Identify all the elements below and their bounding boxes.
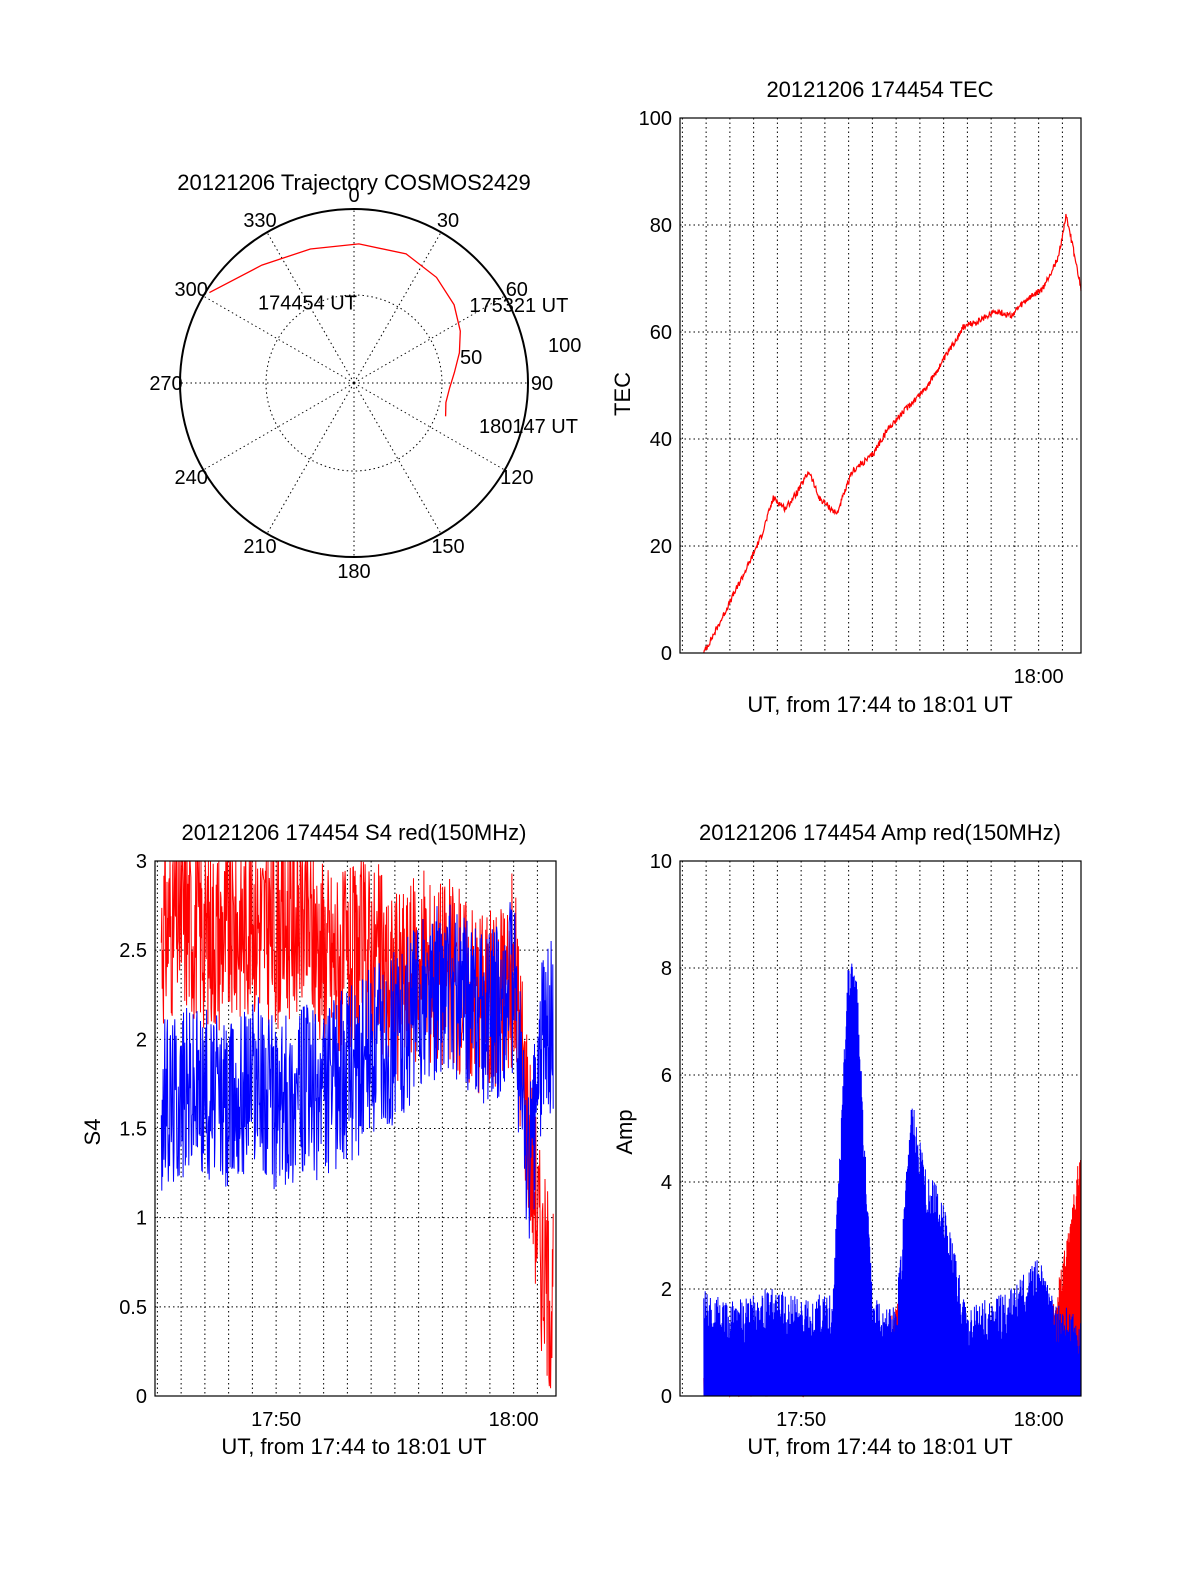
tec-y-tick-label: 100 xyxy=(639,108,672,130)
polar-inner-circle xyxy=(265,294,443,472)
s4-panel: 20121206 174454 S4 red(150MHz) 0 0.5 1 1.5 2… xyxy=(80,820,557,1459)
tec-xlabel: UT, from 17:44 to 18:01 UT xyxy=(747,692,1012,717)
amp-y-tick-label: 2 xyxy=(661,1279,672,1301)
s4-y-tick-label: 1.5 xyxy=(119,1119,147,1141)
s4-x-tick-label: 18:00 xyxy=(489,1409,539,1431)
polar-azimuth-label: 240 xyxy=(174,467,207,489)
polar-azimuth-labels: 0 30 60 90 120 150 180 210 240 270 300 330 xyxy=(149,185,553,583)
polar-panel: 20121206 Trajectory COSMOS2429 0 30 60 90 12… xyxy=(149,170,581,583)
tec-y-tick-label: 60 xyxy=(650,322,672,344)
polar-spokes xyxy=(180,209,528,557)
amp-frame xyxy=(679,860,1082,1397)
polar-azimuth-label: 300 xyxy=(174,279,207,301)
amp-y-tick-label: 10 xyxy=(650,851,672,873)
polar-azimuth-label: 180 xyxy=(337,561,370,583)
polar-azimuth-label: 270 xyxy=(149,373,182,395)
s4-title: 20121206 174454 S4 red(150MHz) xyxy=(182,820,527,845)
amp-y-tick-label: 8 xyxy=(661,958,672,980)
amp-panel: 20121206 174454 Amp red(150MHz) 0246810 … xyxy=(612,820,1082,1459)
tec-title: 20121206 174454 TEC xyxy=(766,77,993,102)
polar-annotation-end: 180147 UT xyxy=(479,416,578,438)
s4-series xyxy=(160,860,554,1389)
amp-x-tick-label: 17:50 xyxy=(776,1409,826,1431)
amp-xlabel: UT, from 17:44 to 18:01 UT xyxy=(747,1434,1012,1459)
s4-y-tick-labels: 0 0.5 1 1.5 2 2.5 3 xyxy=(119,851,147,1408)
tec-grid xyxy=(680,117,1081,654)
amp-series xyxy=(703,963,1082,1398)
polar-azimuth-label: 60 xyxy=(506,279,528,301)
polar-azimuth-label: 0 xyxy=(348,185,359,207)
s4-series-line xyxy=(160,902,554,1239)
polar-trajectory-line xyxy=(209,243,461,417)
tec-y-tick-label: 20 xyxy=(650,536,672,558)
s4-y-tick-label: 0 xyxy=(136,1386,147,1408)
polar-azimuth-label: 150 xyxy=(431,536,464,558)
s4-series-line xyxy=(160,860,554,1389)
amp-ylabel: Amp xyxy=(612,1109,637,1154)
tec-series-line xyxy=(703,213,1082,654)
amp-y-tick-label: 0 xyxy=(661,1386,672,1408)
s4-x-tick-labels: 17:50 18:00 xyxy=(251,1409,539,1431)
tec-x-tick-label: 18:00 xyxy=(1014,666,1064,688)
s4-frame xyxy=(154,860,557,1397)
s4-x-tick-label: 17:50 xyxy=(251,1409,301,1431)
tec-series xyxy=(703,213,1082,654)
polar-ring-label-50: 50 xyxy=(460,347,482,369)
tec-y-tick-labels: 0 20 40 60 80 100 xyxy=(639,108,672,665)
amp-y-tick-label: 6 xyxy=(661,1065,672,1087)
polar-azimuth-label: 120 xyxy=(500,467,533,489)
polar-spoke xyxy=(353,295,505,384)
polar-azimuth-label: 30 xyxy=(437,210,459,232)
polar-title: 20121206 Trajectory COSMOS2429 xyxy=(177,170,530,195)
polar-annotation-start: 174454 UT xyxy=(258,293,357,315)
amp-y-tick-label: 4 xyxy=(661,1172,672,1194)
tec-y-tick-label: 0 xyxy=(661,643,672,665)
tec-frame xyxy=(679,117,1082,654)
s4-y-tick-label: 1 xyxy=(136,1208,147,1230)
polar-spoke xyxy=(203,382,355,471)
polar-spoke xyxy=(353,382,505,471)
tec-ylabel: TEC xyxy=(610,372,635,416)
polar-azimuth-label: 330 xyxy=(243,210,276,232)
s4-y-tick-label: 3 xyxy=(136,851,147,873)
tec-panel: 20121206 174454 TEC 0 20 40 60 80 100 18:00 U… xyxy=(610,77,1082,717)
s4-y-tick-label: 2.5 xyxy=(119,940,147,962)
amp-series-line xyxy=(703,963,1082,1397)
s4-ylabel: S4 xyxy=(80,1119,105,1146)
amp-title: 20121206 174454 Amp red(150MHz) xyxy=(699,820,1061,845)
polar-spoke xyxy=(203,295,355,384)
amp-x-tick-label: 18:00 xyxy=(1014,1409,1064,1431)
polar-outer-circle xyxy=(179,208,529,558)
s4-y-tick-label: 0.5 xyxy=(119,1297,147,1319)
tec-x-tick-labels: 18:00 xyxy=(1014,666,1064,688)
polar-spoke xyxy=(266,382,355,534)
polar-azimuth-label: 90 xyxy=(531,373,553,395)
polar-azimuth-label: 210 xyxy=(243,536,276,558)
tec-y-tick-label: 80 xyxy=(650,215,672,237)
amp-y-tick-labels: 0 2 4 6 8 10 xyxy=(650,851,672,1408)
s4-xlabel: UT, from 17:44 to 18:01 UT xyxy=(221,1434,486,1459)
polar-spoke xyxy=(353,232,442,384)
polar-ring-label-100: 100 xyxy=(548,335,581,357)
polar-spoke xyxy=(266,232,355,384)
amp-x-tick-labels: 17:50 18:00 xyxy=(776,1409,1064,1431)
tec-y-tick-label: 40 xyxy=(650,429,672,451)
s4-y-tick-label: 2 xyxy=(136,1029,147,1051)
polar-annotation-mid: 175321 UT xyxy=(469,295,568,317)
polar-spoke xyxy=(353,382,442,534)
